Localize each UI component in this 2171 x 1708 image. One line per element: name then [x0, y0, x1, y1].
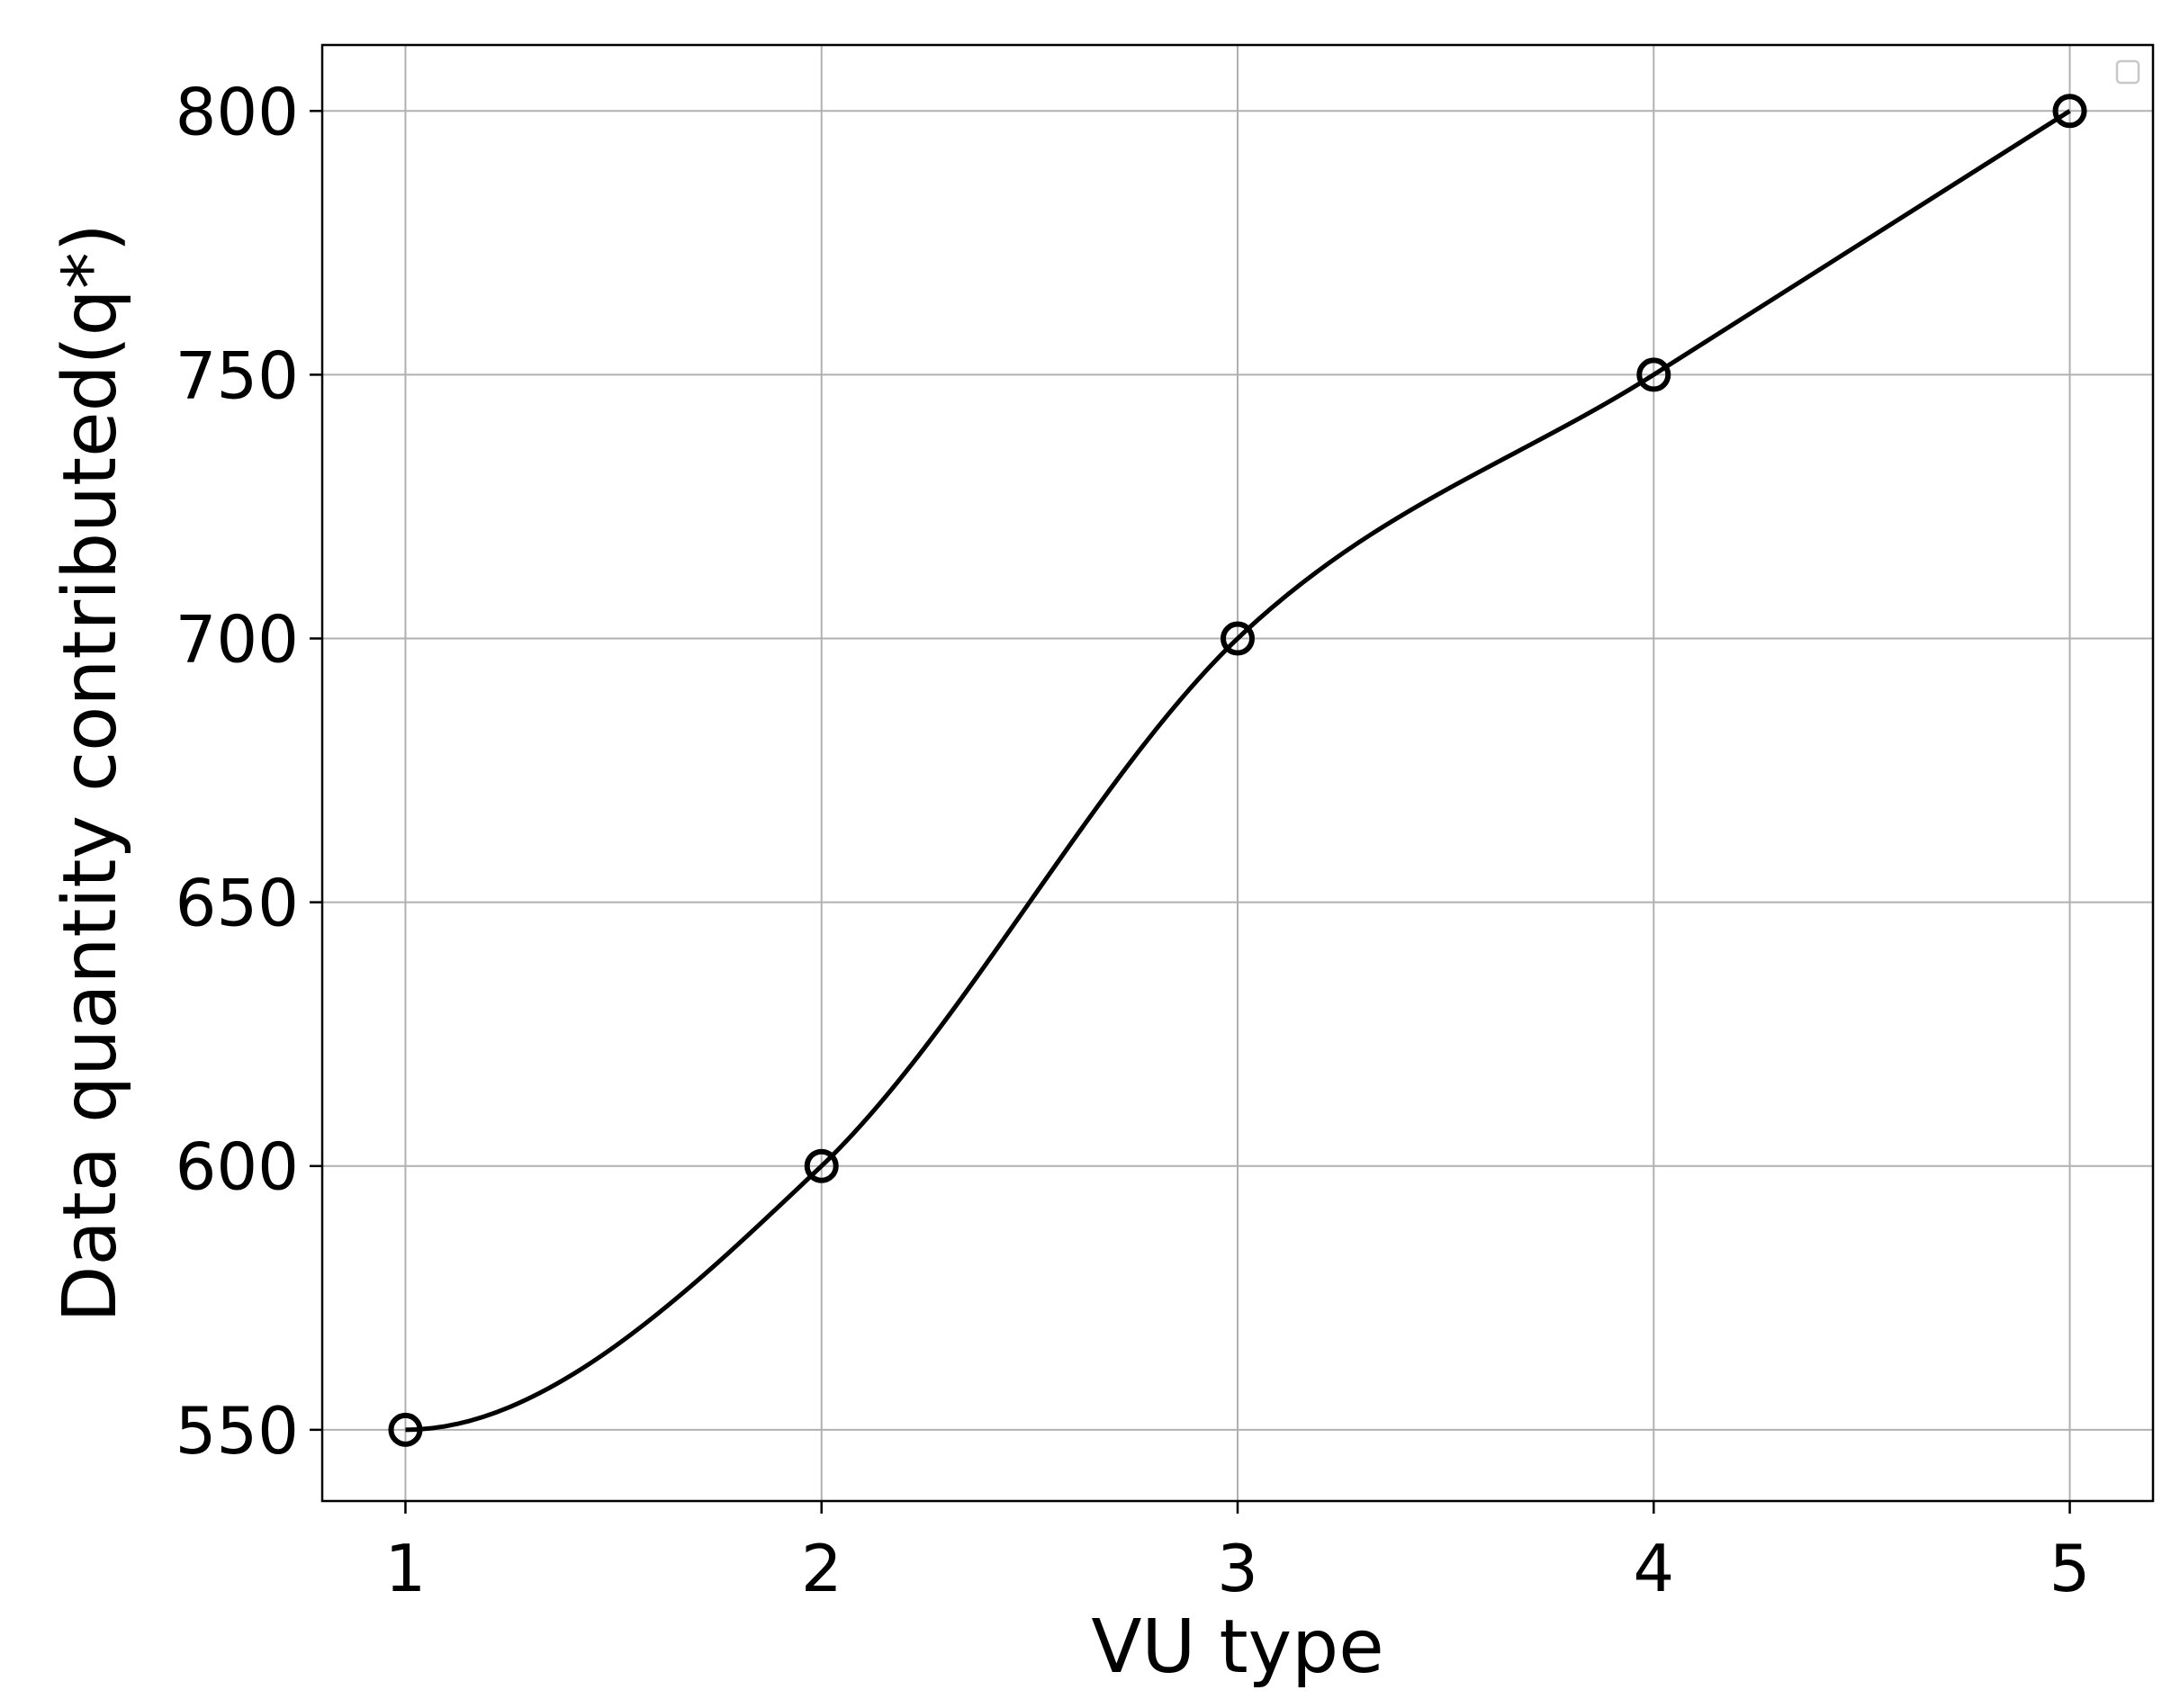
- x-tick-label-4: 4: [1633, 1531, 1674, 1606]
- y-tick-label-800: 800: [176, 74, 299, 149]
- x-tick-label-1: 1: [385, 1531, 427, 1606]
- x-axis-label: VU type: [1091, 1605, 1383, 1690]
- series-layer: [388, 94, 2087, 1447]
- data-point-1: [388, 1412, 423, 1447]
- x-tick-label-5: 5: [2049, 1531, 2091, 1606]
- data-point-5: [2052, 94, 2087, 129]
- x-tick-label-2: 2: [801, 1531, 842, 1606]
- data-point-3: [1221, 621, 1255, 656]
- ticks: 1 2 3 4 5 550 600 650 700 750 800: [176, 74, 2091, 1606]
- data-point-4: [1636, 357, 1671, 392]
- data-point-2: [804, 1148, 839, 1183]
- y-axis-label: Data quantity contributed(q*): [48, 223, 133, 1322]
- y-tick-label-750: 750: [176, 337, 299, 413]
- series-line-0: [405, 109, 2071, 1433]
- y-tick-label-650: 650: [176, 866, 299, 941]
- x-tick-label-3: 3: [1217, 1531, 1258, 1606]
- legend-box: [2115, 59, 2140, 85]
- y-tick-label-600: 600: [176, 1129, 299, 1205]
- y-tick-label-550: 550: [176, 1393, 299, 1469]
- grid: [322, 45, 2153, 1501]
- y-tick-label-700: 700: [176, 602, 299, 678]
